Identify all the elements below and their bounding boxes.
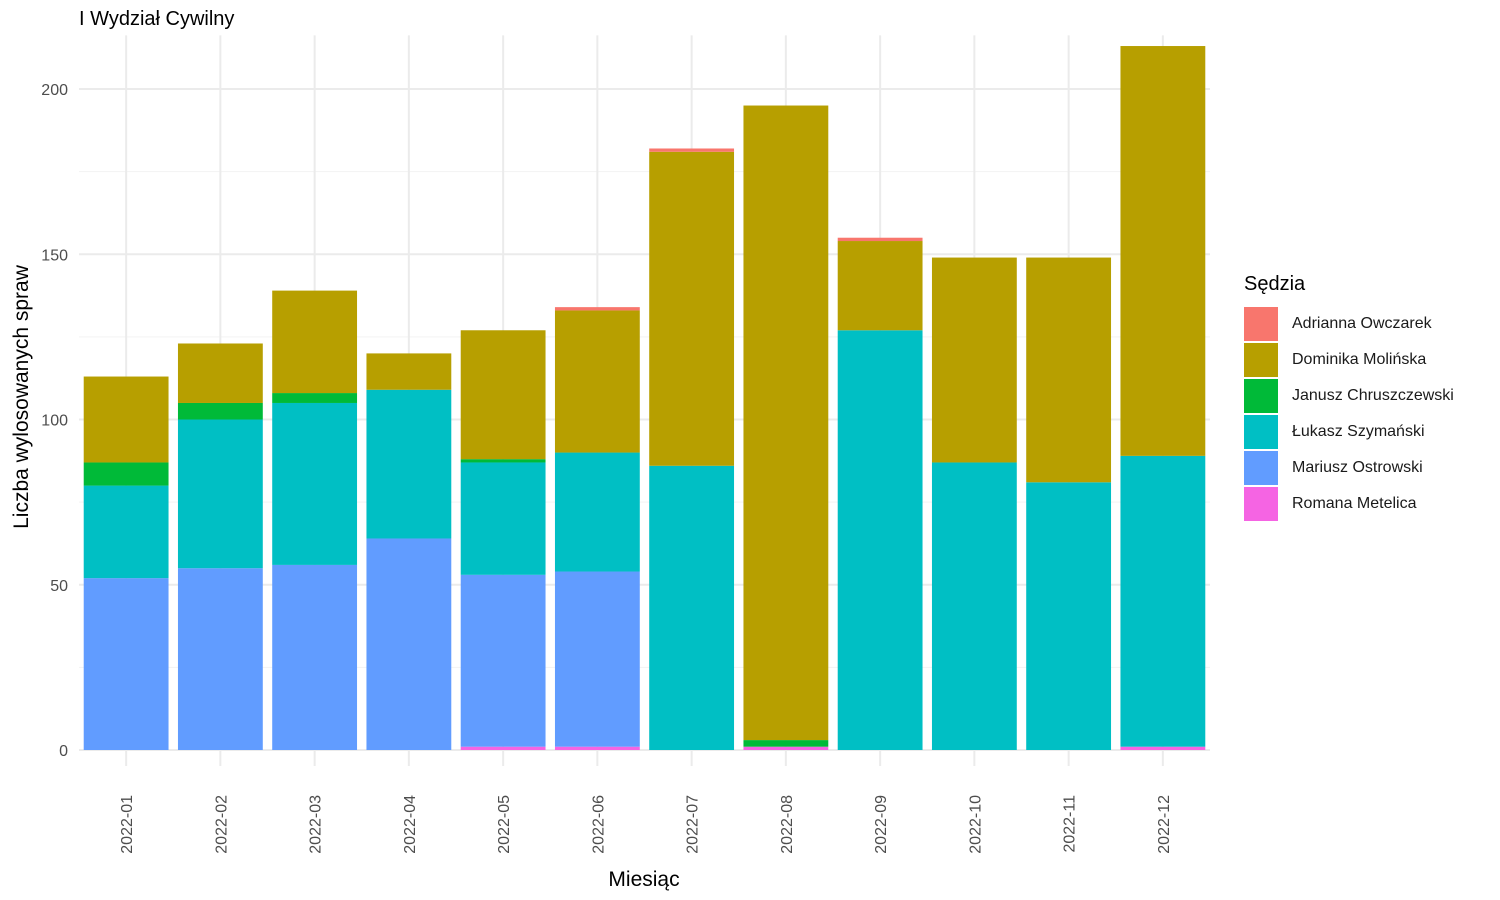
bars [83,46,1206,750]
bar-segment-2022-09-0 [837,237,923,242]
chart-title: I Wydział Cywilny [79,8,235,30]
bar-segment-2022-03-3 [272,402,358,565]
bar-segment-2022-06-4 [554,571,640,747]
legend-items: Adrianna Owczarek Dominika Molińska Janusz… [1244,306,1454,522]
bar-segment-2022-01-3 [83,485,169,579]
x-tick-label: 2022-10 [967,795,984,854]
bar-segment-2022-11-3 [1026,482,1112,750]
x-tick-label: 2022-07 [685,795,702,854]
bar-segment-2022-02-4 [177,568,263,750]
bar-segment-2022-04-1 [366,353,452,390]
bar-segment-2022-04-4 [366,538,452,750]
legend-item: Mariusz Ostrowski [1244,450,1454,486]
legend-item: Adrianna Owczarek [1244,306,1454,342]
bar-segment-2022-07-0 [649,148,735,152]
bar-segment-2022-06-5 [554,746,640,750]
legend-label: Adrianna Owczarek [1292,315,1432,332]
x-tick-label: 2022-08 [779,795,796,854]
x-axis-label: Miesiąc [608,868,679,891]
x-tick-label: 2022-09 [873,795,890,854]
bar-segment-2022-02-3 [177,419,263,569]
bar-segment-2022-11-1 [1026,257,1112,483]
bar-segment-2022-12-1 [1120,46,1206,456]
legend-item: Romana Metelica [1244,486,1454,522]
y-tick-labels: 0 50 100 150 200 [41,82,68,760]
bar-segment-2022-09-3 [837,330,923,750]
x-tick-label: 2022-05 [496,795,513,854]
legend-label: Janusz Chruszczewski [1292,387,1454,404]
x-tick-label: 2022-11 [1062,795,1079,853]
x-tick-label: 2022-12 [1156,795,1173,854]
legend-item: Janusz Chruszczewski [1244,378,1454,414]
legend-label: Romana Metelica [1292,495,1417,512]
bar-segment-2022-05-3 [460,462,546,575]
grid-minor [79,171,1210,668]
bar-segment-2022-08-5 [743,746,829,750]
legend-label: Łukasz Szymański [1292,423,1425,440]
legend-item: Łukasz Szymański [1244,414,1454,450]
bar-segment-2022-08-2 [743,740,829,747]
x-tick-label: 2022-03 [308,795,325,854]
bar-segment-2022-05-1 [460,330,546,460]
legend-swatch [1244,451,1278,485]
bar-segment-2022-05-4 [460,574,546,747]
legend-label: Mariusz Ostrowski [1292,459,1423,476]
bar-segment-2022-03-1 [272,290,358,394]
x-tick-label: 2022-01 [119,795,136,854]
legend-title: Sędzia [1244,273,1306,295]
x-tick-label: 2022-06 [590,795,607,854]
bar-segment-2022-10-1 [931,257,1017,463]
y-tick-label: 200 [41,82,68,99]
bar-segment-2022-07-3 [649,465,735,750]
legend-swatch [1244,415,1278,449]
legend-swatch [1244,487,1278,521]
bar-segment-2022-08-1 [743,105,829,741]
x-tick-label: 2022-04 [402,795,419,854]
bar-segment-2022-01-1 [83,376,169,463]
bar-segment-2022-02-1 [177,343,263,403]
legend: Sędzia Adrianna Owczarek Dominika Molińsk… [1244,273,1454,522]
bar-segment-2022-02-2 [177,402,263,420]
legend-item: Dominika Molińska [1244,342,1454,378]
bar-segment-2022-12-5 [1120,746,1206,750]
bar-segment-2022-01-2 [83,462,169,486]
bar-segment-2022-05-2 [460,459,546,463]
bar-segment-2022-03-2 [272,393,358,403]
legend-swatch [1244,379,1278,413]
y-tick-label: 100 [41,413,68,430]
bar-segment-2022-09-1 [837,241,923,331]
bar-segment-2022-06-0 [554,307,640,311]
y-tick-label: 0 [59,743,68,760]
legend-label: Dominika Molińska [1292,351,1427,368]
y-tick-label: 50 [50,578,68,595]
x-tick-label: 2022-02 [213,795,230,854]
bar-segment-2022-03-4 [272,564,358,750]
y-tick-label: 150 [41,247,68,264]
x-tick-labels: 2022-01 2022-02 2022-03 2022-04 2022-05 2022-… [119,795,1173,854]
bar-segment-2022-06-1 [554,310,640,453]
y-axis-label: Liczba wylosowanych spraw [10,264,33,529]
bar-segment-2022-12-3 [1120,455,1206,747]
bar-segment-2022-01-4 [83,578,169,750]
bar-segment-2022-06-3 [554,452,640,572]
bar-segment-2022-07-1 [649,151,735,466]
legend-swatch [1244,307,1278,341]
legend-swatch [1244,343,1278,377]
bar-segment-2022-04-3 [366,389,452,539]
bar-segment-2022-05-5 [460,746,546,750]
bar-segment-2022-10-3 [931,462,1017,750]
